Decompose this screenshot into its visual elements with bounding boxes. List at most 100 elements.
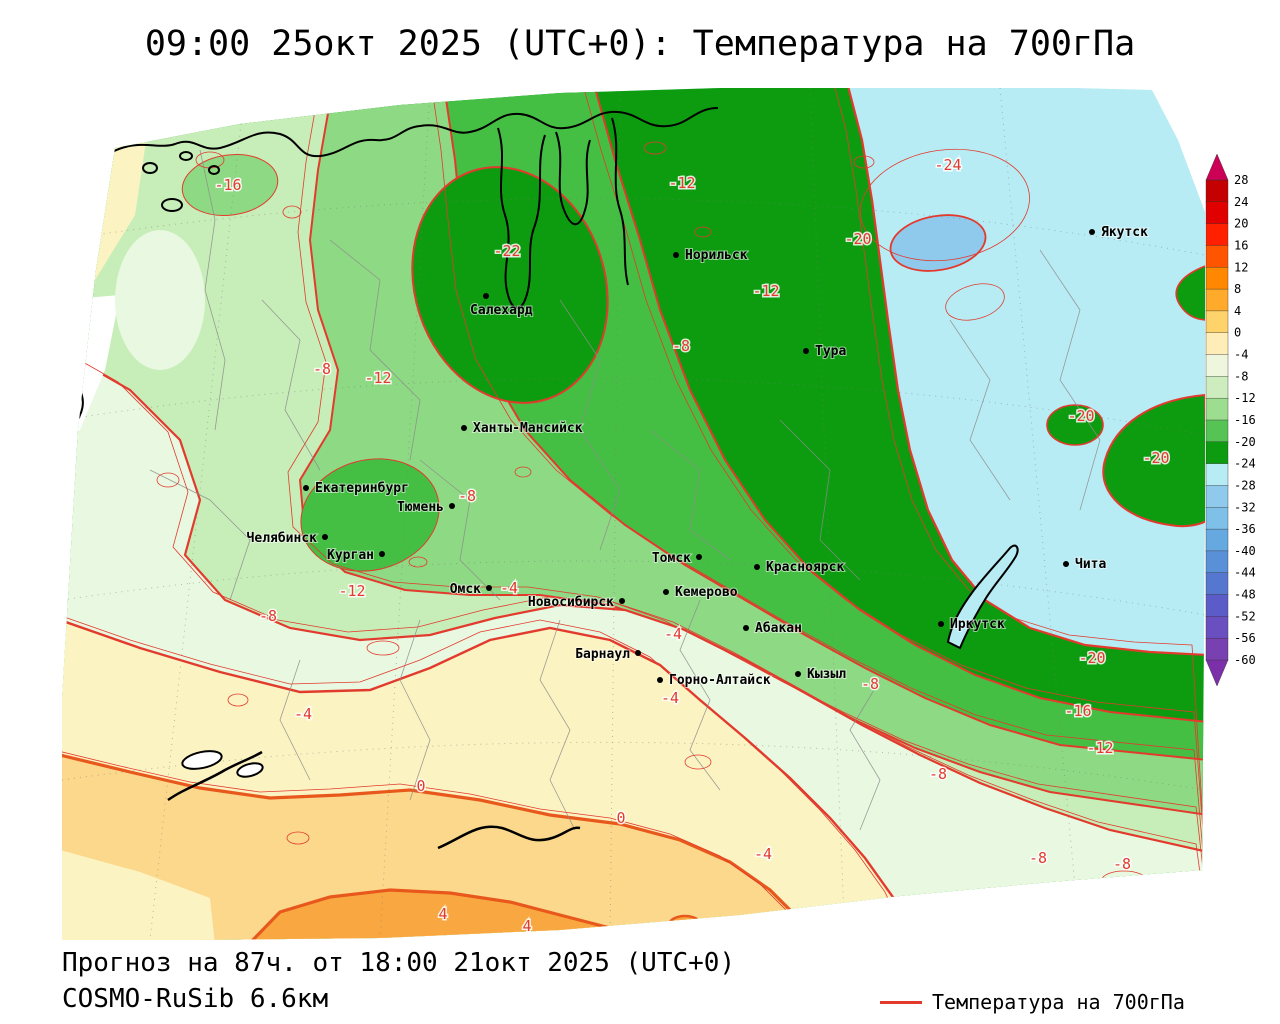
contour-value-label: -8 xyxy=(672,337,690,355)
temperature-field xyxy=(62,88,1205,940)
colorbar-segment xyxy=(1205,441,1229,465)
city-dot xyxy=(657,677,663,683)
model-info: COSMO-RuSib 6.6км xyxy=(62,984,329,1014)
contour-value-label: -8 xyxy=(313,360,331,378)
colorbar: 28 24 20 16 12 8 4 0 -4 -8 -12 -16 -20 -24 -28 -32 -36 -4… xyxy=(1205,153,1256,687)
city-dot xyxy=(743,625,749,631)
colorbar-tick-label: -8 xyxy=(1234,369,1248,383)
colorbar-tick-label: -48 xyxy=(1234,588,1256,602)
contour-value-label: -12 xyxy=(1086,739,1113,757)
city-label: Ханты-Мансийск xyxy=(473,421,583,436)
contour-value-label: -4 xyxy=(294,705,312,723)
city-label: Кемерово xyxy=(675,585,738,600)
city-dot xyxy=(1089,229,1095,235)
city-dot xyxy=(635,650,641,656)
city-dot xyxy=(795,671,801,677)
city-dot xyxy=(1063,561,1069,567)
legend-label: Температура на 700гПа xyxy=(932,990,1185,1014)
field-pale-patch xyxy=(115,230,205,370)
city-label: Тура xyxy=(815,344,846,359)
colorbar-tick-label: -32 xyxy=(1234,500,1256,514)
contour-value-label: 0 xyxy=(616,809,625,827)
colorbar-tick-label: -4 xyxy=(1234,348,1248,362)
contour-value-label: -8 xyxy=(1113,855,1131,873)
colorbar-tick-label: -28 xyxy=(1234,478,1256,492)
contour-value-label: -20 xyxy=(844,230,871,248)
contour-value-label: -8 xyxy=(458,487,476,505)
field-cold-blob-salekhard xyxy=(411,166,609,404)
contour-value-label: -22 xyxy=(493,242,520,260)
city-dot xyxy=(322,534,328,540)
colorbar-tick-label: 28 xyxy=(1234,173,1248,187)
contour-value-label: 4 xyxy=(438,905,447,923)
city-label: Горно-Алтайск xyxy=(669,673,771,688)
contour-value-label: -4 xyxy=(661,689,679,707)
contour-value-label: -20 xyxy=(1142,449,1169,467)
city-dot xyxy=(673,252,679,258)
contour-value-label: -8 xyxy=(929,765,947,783)
contour-value-label: -8 xyxy=(259,607,277,625)
colorbar-arrow-down-icon xyxy=(1205,659,1229,687)
contour-value-label: -12 xyxy=(668,174,695,192)
contour-value-label: -20 xyxy=(1078,649,1105,667)
contour-value-label: -12 xyxy=(752,282,779,300)
city-dot xyxy=(938,621,944,627)
field-orange-blob xyxy=(667,914,703,936)
city-label: Омск xyxy=(450,582,481,597)
contour-value-label: -4 xyxy=(664,625,682,643)
colorbar-tick-label: -24 xyxy=(1234,457,1256,471)
colorbar-tick-label: -56 xyxy=(1234,631,1256,645)
contour-value-label: -16 xyxy=(214,176,241,194)
city-label: Барнаул xyxy=(575,647,630,662)
city-label: Кызыл xyxy=(807,667,846,682)
colorbar-tick-label: 0 xyxy=(1234,326,1241,340)
city-dot xyxy=(461,425,467,431)
legend: Температура на 700гПа xyxy=(880,990,1185,1014)
city-label: Челябинск xyxy=(247,531,318,546)
city-dot xyxy=(483,293,489,299)
admin-boundaries xyxy=(149,149,1101,831)
colorbar-segment xyxy=(1205,288,1229,312)
colorbar-segment xyxy=(1205,550,1229,574)
colorbar-tick-label: -12 xyxy=(1234,391,1256,405)
colorbar-tick-label: 12 xyxy=(1234,260,1248,274)
city-dot xyxy=(696,554,702,560)
city-label: Иркутск xyxy=(950,617,1005,632)
city-dot xyxy=(449,503,455,509)
city-markers: Норильск Салехард Тура Якутск Ханты-Мансийск… xyxy=(246,224,1150,689)
city-dot xyxy=(379,551,385,557)
contour-value-label: -16 xyxy=(1064,702,1091,720)
field-cold-blob-east xyxy=(1102,393,1205,528)
colorbar-tick-label: 4 xyxy=(1234,304,1241,318)
legend-line-sample xyxy=(880,1000,922,1004)
field-cold-blob-ural xyxy=(300,458,440,572)
contour-value-label: 4 xyxy=(522,917,531,935)
city-label: Норильск xyxy=(685,248,748,263)
field-cold-sliver-east xyxy=(1175,263,1205,321)
city-label: Чита xyxy=(1075,557,1106,572)
colorbar-segment xyxy=(1205,201,1229,225)
contour-value-label: -4 xyxy=(500,579,518,597)
city-label: Курган xyxy=(327,548,374,563)
colorbar-segment xyxy=(1205,179,1229,203)
colorbar-tick-label: 16 xyxy=(1234,238,1248,252)
thin-contours xyxy=(62,88,1205,940)
colorbar-segment xyxy=(1205,245,1229,268)
contour-value-label: -4 xyxy=(754,845,772,863)
colorbar-tick-label: -60 xyxy=(1234,653,1256,667)
colorbar-segment xyxy=(1205,463,1229,487)
colorbar-tick-label: -44 xyxy=(1234,566,1256,580)
field-cream-bottom-left xyxy=(62,850,215,940)
colorbar-tick-label: -40 xyxy=(1234,544,1256,558)
colorbar-tick-label: -52 xyxy=(1234,609,1256,623)
colorbar-segment xyxy=(1205,507,1229,530)
lake-baikal xyxy=(946,544,1019,650)
city-label: Томск xyxy=(652,551,691,566)
field-cold-blob-east2 xyxy=(1046,404,1104,446)
colorbar-segment xyxy=(1205,572,1229,596)
city-label: Абакан xyxy=(755,621,802,636)
coastlines xyxy=(62,107,1019,850)
contour-value-label: 0 xyxy=(416,777,425,795)
